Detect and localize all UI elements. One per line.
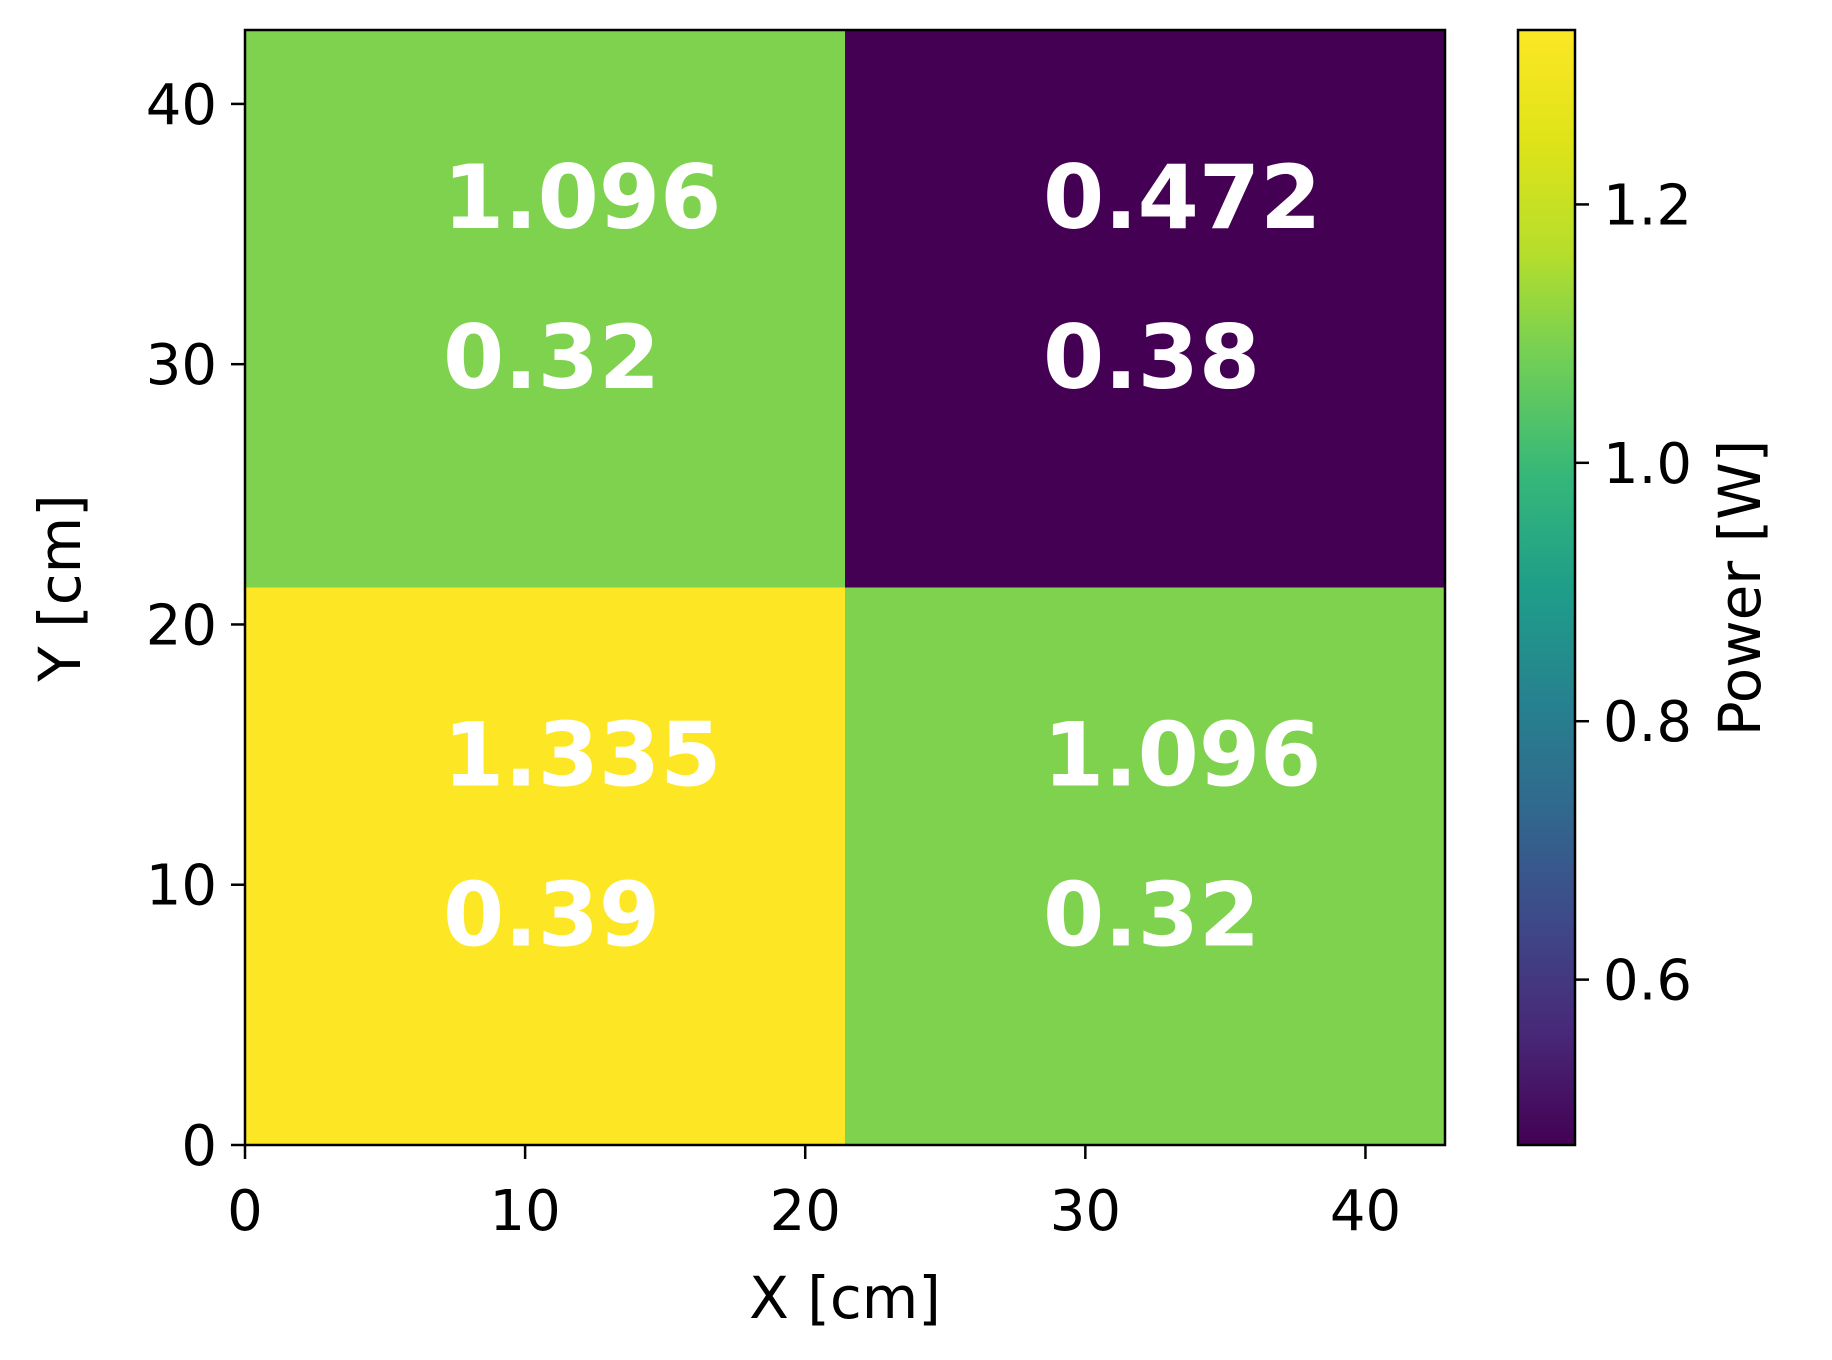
y-axis-label: Y [cm]: [26, 494, 94, 683]
colorbar-tick-label: 0.6: [1603, 949, 1692, 1014]
cell-value-label-0: 1.096: [443, 146, 721, 249]
heatmap-cell-0: [245, 30, 845, 588]
cell-labels: 1.096 0.32 0.472 0.38 1.335 0.39 1.096 0.32: [443, 146, 1321, 967]
cell-value-label-2: 1.335: [443, 704, 721, 807]
cell-uncertainty-label-3: 0.32: [1043, 864, 1260, 967]
x-axis-label: X [cm]: [749, 1264, 941, 1332]
colorbar-ticks: 0.6 0.8 1.0 1.2: [1575, 173, 1692, 1014]
x-tick-label: 40: [1330, 1179, 1401, 1244]
colorbar-tick-label: 0.8: [1603, 690, 1692, 755]
colorbar: [1516, 28, 1577, 1147]
x-tick-label: 10: [489, 1179, 560, 1244]
cell-uncertainty-label-2: 0.39: [443, 864, 660, 967]
x-tick-label: 20: [770, 1179, 841, 1244]
y-tick-label: 40: [146, 73, 217, 138]
y-tick-label: 10: [146, 854, 217, 919]
y-axis-ticks: 0 10 20 30 40: [146, 73, 245, 1179]
x-tick-label: 30: [1050, 1179, 1121, 1244]
x-axis-ticks: 0 10 20 30 40: [227, 1145, 1401, 1244]
heatmap-cells: [245, 30, 1445, 1145]
cell-value-label-1: 0.472: [1043, 146, 1321, 249]
plot-frame: [243, 28, 1447, 1147]
colorbar-tick-label: 1.2: [1603, 173, 1692, 238]
heatmap-cell-3: [845, 587, 1445, 1145]
colorbar-label: Power [W]: [1706, 440, 1774, 736]
heatmap-cell-1: [845, 30, 1445, 588]
colorbar-tick-label: 1.0: [1603, 432, 1692, 497]
y-tick-label: 30: [146, 333, 217, 398]
cell-uncertainty-label-0: 0.32: [443, 306, 660, 409]
heatmap-cell-2: [245, 587, 845, 1145]
x-tick-label: 0: [227, 1179, 263, 1244]
y-tick-label: 0: [181, 1114, 217, 1179]
cell-uncertainty-label-1: 0.38: [1043, 306, 1260, 409]
cell-value-label-3: 1.096: [1043, 704, 1321, 807]
y-tick-label: 20: [146, 593, 217, 658]
